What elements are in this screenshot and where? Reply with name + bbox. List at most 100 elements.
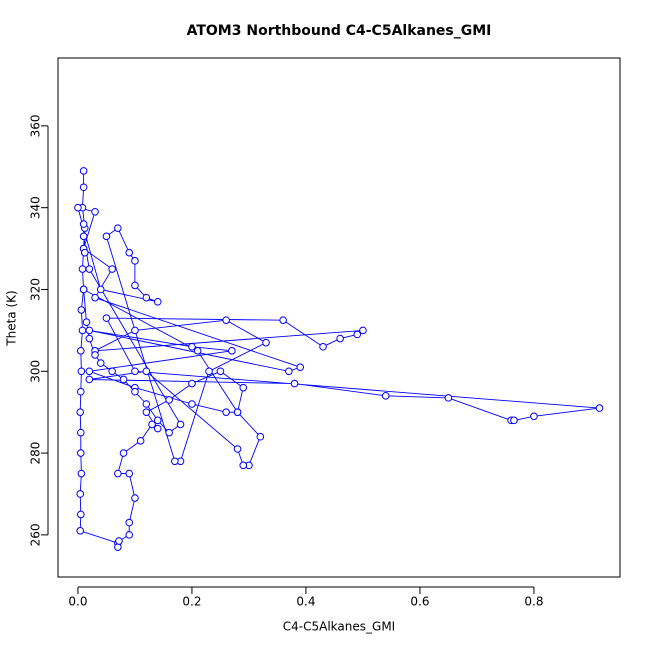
data-point (80, 248, 89, 257)
data-point (125, 518, 134, 527)
data-point (262, 338, 270, 347)
x-tick-label: 0.4 (296, 595, 315, 609)
data-point (256, 432, 265, 441)
x-tick-label: 0.8 (524, 595, 543, 609)
y-tick-label: 260 (29, 523, 43, 546)
data-point (233, 408, 242, 416)
data-point (125, 531, 134, 539)
data-point (76, 449, 85, 457)
data-point (142, 408, 151, 416)
x-tick-label: 0.0 (68, 595, 87, 609)
data-point (119, 375, 128, 384)
data-point (205, 367, 213, 376)
data-point (279, 316, 287, 324)
data-point (125, 469, 134, 478)
data-point (176, 420, 185, 429)
data-point (76, 510, 85, 519)
y-axis-label: Theta (K) (5, 290, 19, 346)
data-point (131, 494, 139, 502)
y-tick-label: 340 (29, 196, 43, 219)
data-point (115, 537, 123, 545)
data-point (91, 293, 99, 302)
data-point (353, 330, 362, 339)
data-point (142, 400, 151, 408)
data-point (153, 424, 162, 433)
data-point (148, 420, 156, 429)
plot-box (57, 57, 621, 578)
data-point (114, 543, 122, 551)
data-point (290, 379, 299, 388)
data-point (131, 257, 139, 265)
data-point (131, 281, 139, 290)
data-point (153, 297, 162, 306)
y-tick-label: 320 (29, 278, 43, 301)
data-point (82, 318, 91, 327)
data-point (76, 408, 85, 416)
data-point (136, 437, 145, 445)
data-point (85, 367, 94, 376)
data-point (74, 203, 82, 212)
data-point (76, 490, 85, 498)
x-tick-label: 0.6 (410, 595, 429, 609)
data-point (142, 293, 151, 302)
data-point (165, 428, 173, 437)
data-point (76, 387, 85, 396)
data-point (77, 367, 86, 376)
data-point (285, 367, 293, 376)
data-point (96, 285, 105, 294)
data-point (165, 396, 173, 404)
data-point (530, 412, 538, 421)
data-point (79, 183, 88, 192)
data-line (77, 170, 600, 548)
data-point (239, 461, 248, 470)
data-point (76, 428, 85, 437)
data-point (119, 449, 128, 457)
data-point (188, 400, 196, 408)
data-point (222, 316, 230, 324)
data-point (595, 404, 604, 412)
data-point (188, 379, 196, 388)
data-point (193, 347, 202, 355)
data-point (228, 347, 236, 355)
data-point (77, 306, 86, 314)
data-point (222, 408, 230, 416)
data-point (79, 285, 88, 294)
data-point (85, 375, 94, 384)
data-point (296, 363, 305, 371)
data-point (381, 392, 390, 400)
data-point (91, 351, 99, 359)
data-point (85, 326, 94, 335)
data-point (78, 265, 87, 273)
data-point (131, 326, 139, 335)
data-point (114, 224, 122, 232)
data-point (142, 367, 151, 376)
data-point (79, 167, 88, 175)
data-point (359, 326, 367, 335)
data-point (188, 342, 196, 351)
data-point (91, 207, 99, 216)
data-point (85, 265, 94, 273)
data-point (319, 342, 327, 351)
x-tick-label: 0.2 (182, 595, 201, 609)
y-tick-label: 360 (29, 114, 43, 137)
data-point (216, 367, 225, 376)
data-point (79, 232, 88, 241)
data-point (114, 469, 122, 478)
data-point (233, 445, 242, 453)
data-point (102, 232, 111, 241)
data-point (102, 314, 111, 322)
y-tick-label: 280 (29, 442, 43, 465)
chart-title: ATOM3 Northbound C4-C5Alkanes_GMI (187, 23, 492, 39)
data-point (76, 347, 85, 355)
data-point (125, 248, 134, 257)
data-point (171, 457, 179, 466)
data-point (239, 383, 248, 392)
data-point (77, 469, 86, 478)
data-point (79, 220, 88, 228)
data-point (96, 359, 105, 367)
data-point (78, 326, 87, 335)
data-point (444, 394, 453, 402)
data-point (85, 334, 94, 343)
